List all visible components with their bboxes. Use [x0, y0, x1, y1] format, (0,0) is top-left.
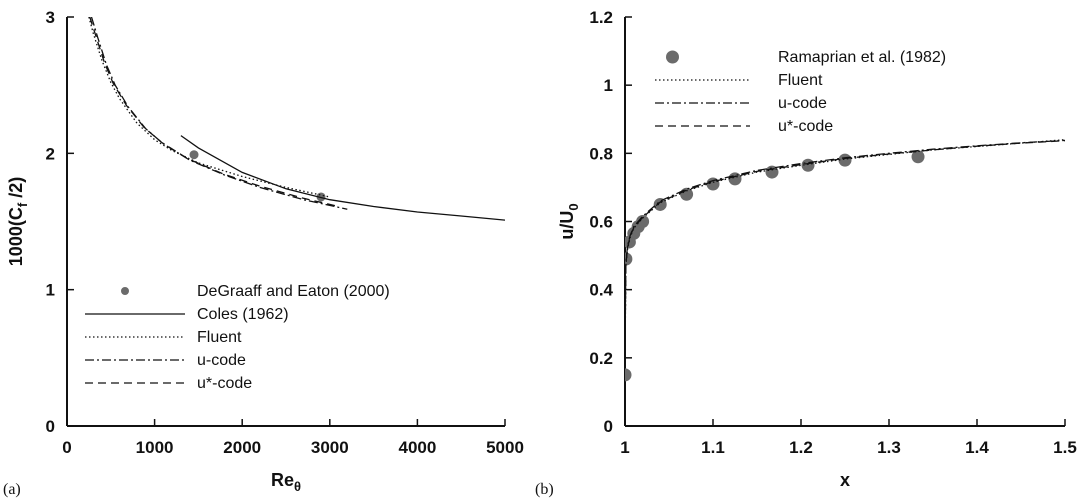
y-tick-label: 3 [46, 8, 55, 27]
series-line-dashdot [625, 139, 1065, 341]
x-tick-label: 0 [62, 438, 71, 457]
series-line-dotted [625, 139, 1065, 358]
x-tick-label: 5000 [486, 438, 524, 457]
y-tick-label: 0.8 [589, 144, 613, 163]
y-axis-label: u/U0 [557, 203, 581, 239]
x-tick-label: 1.3 [877, 438, 901, 457]
chart-1: 1 1.1 1.2 1.3 1.4 1.5 0 0.2 0.4 0.6 0.8 1 1.2 x u/U0 (b… [535, 8, 1077, 498]
x-tick-label: 1.1 [701, 438, 725, 457]
x-tick-label: 4000 [398, 438, 436, 457]
data-point [189, 150, 199, 160]
data-point [911, 150, 925, 164]
panel-label: (a) [3, 481, 21, 498]
series-line-dotted [88, 17, 330, 198]
legend-label: u*-code [778, 118, 833, 135]
legend-label: DeGraaff and Eaton (2000) [197, 283, 390, 300]
data-point [838, 153, 852, 167]
y-tick-label: 0 [604, 417, 613, 436]
legend-label: Fluent [197, 329, 242, 346]
legend-label: Ramaprian et al. (1982) [778, 49, 946, 66]
x-axis-label: Reθ [271, 470, 301, 494]
x-axis-label: x [840, 470, 850, 490]
data-point [706, 177, 720, 191]
data-point [653, 197, 667, 211]
x-tick-label: 1.4 [965, 438, 989, 457]
data-point [765, 165, 779, 179]
panel-label: (b) [535, 481, 554, 498]
y-tick-label: 0.2 [589, 349, 613, 368]
y-tick-label: 0.4 [589, 281, 613, 300]
legend-label: Fluent [778, 72, 823, 89]
legend-label: u*-code [197, 375, 252, 392]
y-tick-label: 0.6 [589, 213, 613, 232]
series-line-dashed [625, 140, 1065, 352]
x-tick-label: 2000 [223, 438, 261, 457]
y-axis-label: 1000(Cf /2) [6, 177, 30, 266]
x-tick-label: 1000 [136, 438, 174, 457]
x-tick-label: 1.5 [1053, 438, 1077, 457]
legend-swatch-marker [666, 50, 679, 64]
series-line-dashdot [90, 17, 348, 210]
legend-label: u-code [778, 95, 827, 112]
x-tick-label: 1.2 [789, 438, 813, 457]
legend-label: u-code [197, 352, 246, 369]
series-line-solid [180, 135, 505, 221]
y-tick-label: 2 [46, 144, 55, 163]
data-point [728, 172, 742, 186]
y-tick-label: 1.2 [589, 8, 613, 27]
legend-swatch-marker [121, 287, 129, 295]
y-tick-label: 1 [46, 281, 55, 300]
chart-0: 0 1000 2000 3000 4000 5000 0 1 2 3 Reθ 1000(Cf /2) (… [3, 8, 524, 498]
y-tick-label: 1 [604, 76, 613, 95]
y-tick-label: 0 [46, 417, 55, 436]
data-point [625, 368, 632, 382]
data-point [636, 215, 650, 228]
legend-label: Coles (1962) [197, 306, 289, 323]
series-line-dashed [89, 17, 339, 208]
x-tick-label: 3000 [311, 438, 349, 457]
x-tick-label: 1 [620, 438, 629, 457]
